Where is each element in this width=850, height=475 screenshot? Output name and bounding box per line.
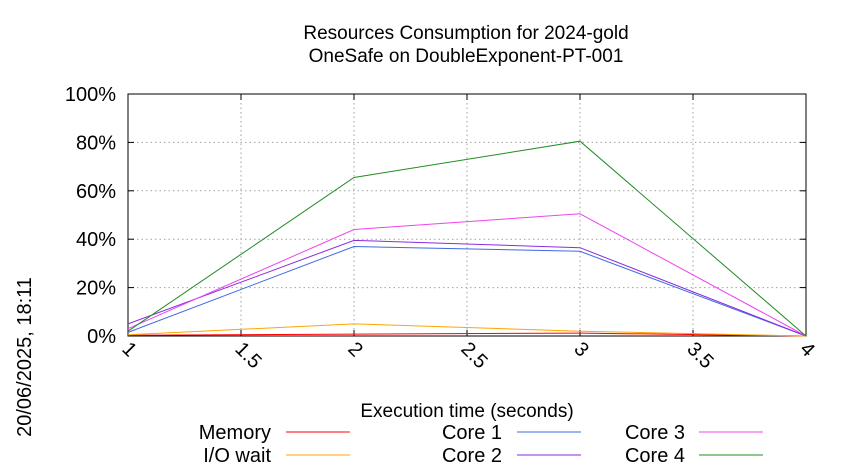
y-tick-label: 20% [76, 278, 116, 300]
chart-title: Resources Consumption for 2024-gold [303, 23, 628, 44]
x-tick-label: 2.5 [456, 338, 491, 373]
x-tick-label: 4 [795, 338, 818, 361]
series-group [127, 140, 807, 337]
grid [128, 94, 806, 336]
x-tick-label: 3 [569, 338, 592, 361]
legend-label: Core 4 [625, 445, 685, 467]
series-line-i-o-wait [127, 323, 807, 337]
legend-label: Core 3 [625, 422, 685, 444]
y-axis: 0% 20% 40% 60% 80% 100% [65, 84, 806, 348]
x-tick-label: 3.5 [682, 338, 717, 373]
y-tick-label: 0% [87, 326, 116, 348]
legend-label: Core 1 [442, 422, 502, 444]
legend-label: Core 2 [442, 445, 502, 467]
y-tick-label: 80% [76, 132, 116, 154]
x-axis-label: Execution time (seconds) [360, 401, 573, 422]
series-line-core-1 [127, 245, 807, 337]
y-tick-label: 60% [76, 181, 116, 203]
timestamp-label: 20/06/2025, 18:11 [14, 277, 36, 437]
x-axis: 1 1.5 2 2.5 3 3.5 4 [117, 94, 819, 373]
y-tick-label: 100% [65, 84, 116, 106]
series-line-memory [127, 332, 807, 337]
series-line-core-4 [127, 140, 807, 337]
legend-label: I/O wait [203, 445, 271, 467]
chart-subtitle: OneSafe on DoubleExponent-PT-001 [309, 46, 624, 67]
legend-label: Memory [199, 422, 271, 444]
x-tick-label: 1.5 [230, 338, 265, 373]
x-tick-label: 1 [117, 338, 140, 361]
series-line-core-2 [127, 239, 807, 337]
series-line-core-3 [127, 213, 807, 337]
x-tick-label: 2 [343, 338, 366, 361]
y-tick-label: 40% [76, 229, 116, 251]
